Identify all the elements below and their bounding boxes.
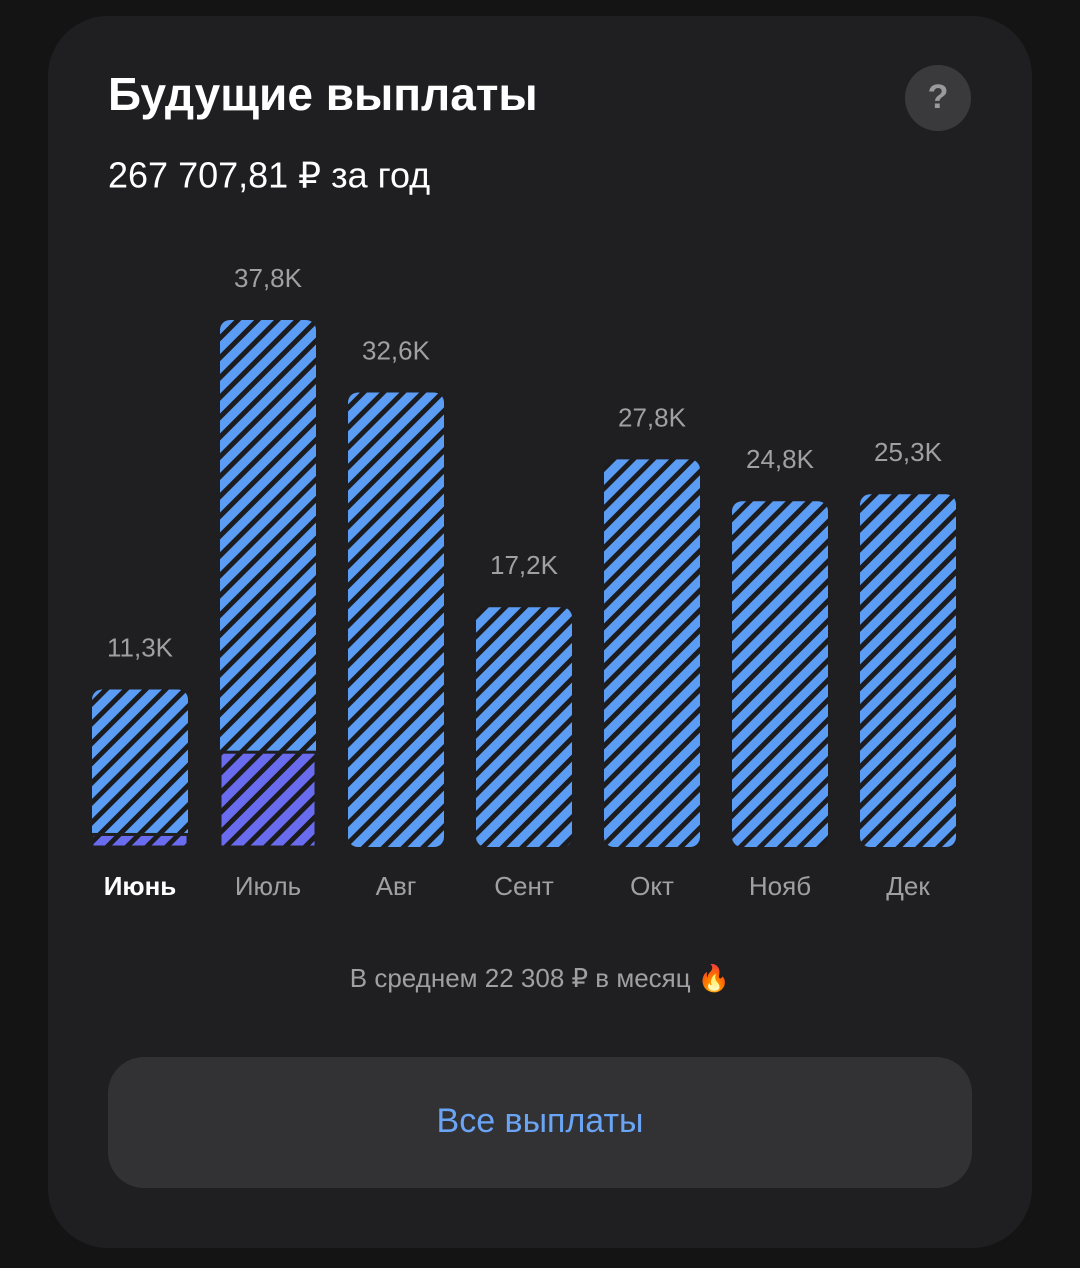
title: Будущие выплаты	[108, 68, 538, 120]
all-payouts-label[interactable]: Все выплаты	[437, 1102, 644, 1140]
all-payouts-button[interactable]	[108, 1057, 972, 1188]
subtitle: 267 707,81 ₽ за год	[108, 155, 430, 196]
bar	[860, 494, 956, 847]
month-label[interactable]: Сент	[494, 871, 554, 901]
value-label: 37,8K	[234, 263, 303, 293]
month-label[interactable]: Июль	[235, 871, 301, 901]
help-button[interactable]	[905, 65, 971, 131]
month-label[interactable]: Окт	[630, 871, 674, 901]
bar	[220, 320, 316, 847]
month-label[interactable]: Июнь	[104, 871, 177, 901]
bar	[604, 459, 700, 847]
month-label[interactable]: Авг	[376, 871, 417, 901]
bar	[348, 392, 444, 847]
value-label: 25,3K	[874, 437, 943, 467]
bar-highlight	[90, 832, 190, 849]
value-label: 17,2K	[490, 550, 559, 580]
average: В среднем 22 308 ₽ в месяц 🔥	[350, 963, 730, 993]
value-label: 11,3K	[107, 632, 174, 662]
bar	[476, 607, 572, 847]
value-label: 24,8K	[746, 444, 815, 474]
bar-highlight	[218, 750, 318, 849]
chart: 11,3K Июнь 37,8K Июль 32,6K Авг 17,2K Сент 27,8K…	[90, 263, 956, 901]
help-icon[interactable]: ?	[928, 78, 949, 116]
month-label[interactable]: Нояб	[749, 871, 811, 901]
value-label: 32,6K	[362, 335, 431, 365]
value-label: 27,8K	[618, 402, 687, 432]
month-label[interactable]: Дек	[886, 871, 930, 901]
bar	[92, 689, 188, 847]
bar	[732, 501, 828, 847]
